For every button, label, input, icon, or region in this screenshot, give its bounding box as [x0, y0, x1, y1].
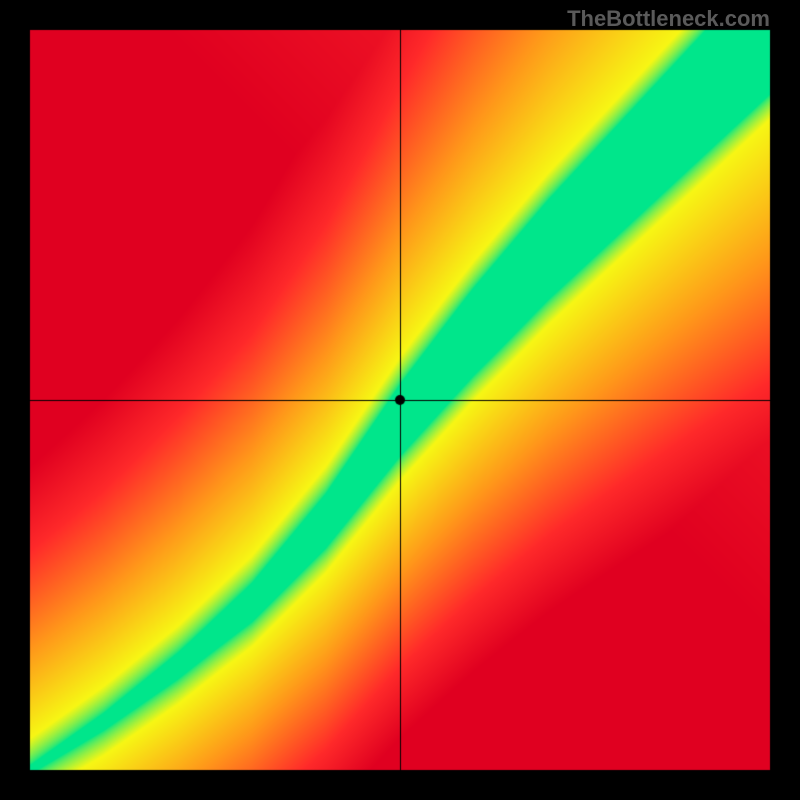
chart-container: { "watermark": { "text": "TheBottleneck.… [0, 0, 800, 800]
bottleneck-heatmap [0, 0, 800, 800]
watermark-text: TheBottleneck.com [567, 6, 770, 32]
